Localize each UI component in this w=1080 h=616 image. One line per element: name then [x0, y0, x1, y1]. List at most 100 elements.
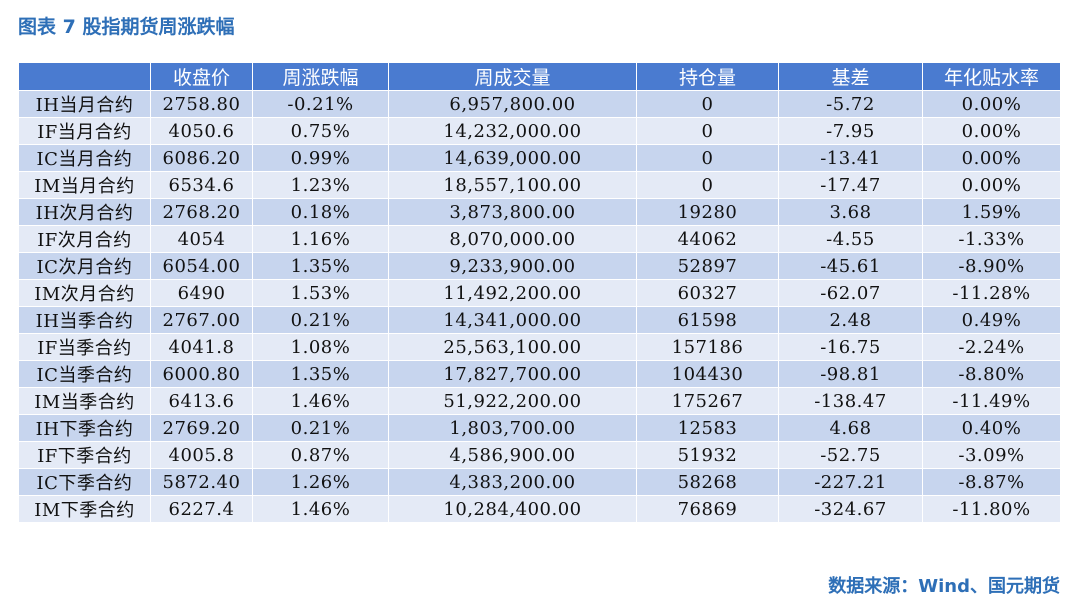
open-interest-cell: 104430 [636, 360, 779, 388]
annualized-discount-cell: -8.87% [922, 468, 1061, 496]
annualized-discount-cell: -11.80% [922, 495, 1061, 523]
weekly-volume-cell: 10,284,400.00 [388, 495, 637, 523]
weekly-change-cell: 1.08% [252, 333, 389, 361]
basis-cell: -62.07 [778, 279, 923, 307]
basis-cell: -7.95 [778, 117, 923, 145]
weekly-volume-cell: 11,492,200.00 [388, 279, 637, 307]
weekly-change-cell: 0.75% [252, 117, 389, 145]
weekly-volume-cell: 14,639,000.00 [388, 144, 637, 172]
table-row: IH下季合约 2769.20 0.21% 1,803,700.00 12583 4.68 0… [18, 414, 1061, 442]
annualized-discount-cell: -3.09% [922, 441, 1061, 469]
basis-cell: -98.81 [778, 360, 923, 388]
header-weekly-change: 周涨跌幅 [252, 62, 389, 91]
table-row: IH次月合约 2768.20 0.18% 3,873,800.00 19280 3.68 1… [18, 198, 1061, 226]
table-row: IC次月合约 6054.00 1.35% 9,233,900.00 52897 -45.6… [18, 252, 1061, 280]
contract-cell: IF次月合约 [18, 225, 151, 253]
contract-cell: IM次月合约 [18, 279, 151, 307]
close-price-cell: 6086.20 [150, 144, 253, 172]
open-interest-cell: 61598 [636, 306, 779, 334]
annualized-discount-cell: -8.90% [922, 252, 1061, 280]
annualized-discount-cell: 0.00% [922, 90, 1061, 118]
table-row: IM当月合约 6534.6 1.23% 18,557,100.00 0 -17.47 0.0… [18, 171, 1061, 199]
table-row: IC下季合约 5872.40 1.26% 4,383,200.00 58268 -227.… [18, 468, 1061, 496]
basis-cell: -13.41 [778, 144, 923, 172]
close-price-cell: 6054.00 [150, 252, 253, 280]
weekly-volume-cell: 4,586,900.00 [388, 441, 637, 469]
annualized-discount-cell: -8.80% [922, 360, 1061, 388]
annualized-discount-cell: -2.24% [922, 333, 1061, 361]
open-interest-cell: 12583 [636, 414, 779, 442]
close-price-cell: 6534.6 [150, 171, 253, 199]
contract-cell: IH次月合约 [18, 198, 151, 226]
annualized-discount-cell: 0.00% [922, 171, 1061, 199]
weekly-change-cell: 1.46% [252, 495, 389, 523]
basis-cell: 2.48 [778, 306, 923, 334]
weekly-volume-cell: 17,827,700.00 [388, 360, 637, 388]
weekly-change-cell: 1.46% [252, 387, 389, 415]
weekly-change-cell: 0.87% [252, 441, 389, 469]
close-price-cell: 4041.8 [150, 333, 253, 361]
annualized-discount-cell: 1.59% [922, 198, 1061, 226]
annualized-discount-cell: -11.49% [922, 387, 1061, 415]
open-interest-cell: 0 [636, 144, 779, 172]
weekly-change-cell: 0.21% [252, 414, 389, 442]
weekly-volume-cell: 14,232,000.00 [388, 117, 637, 145]
open-interest-cell: 157186 [636, 333, 779, 361]
weekly-volume-cell: 25,563,100.00 [388, 333, 637, 361]
table-row: IC当季合约 6000.80 1.35% 17,827,700.00 104430 -98… [18, 360, 1061, 388]
weekly-change-cell: 1.35% [252, 252, 389, 280]
contract-cell: IC当月合约 [18, 144, 151, 172]
weekly-change-cell: 1.23% [252, 171, 389, 199]
weekly-change-cell: 1.26% [252, 468, 389, 496]
basis-cell: -17.47 [778, 171, 923, 199]
futures-table: 收盘价 周涨跌幅 周成交量 持仓量 基差 年化贴水率 IH当月合约 2758.80… [18, 62, 1061, 523]
basis-cell: -45.61 [778, 252, 923, 280]
contract-cell: IF当月合约 [18, 117, 151, 145]
open-interest-cell: 44062 [636, 225, 779, 253]
table-row: IF当月合约 4050.6 0.75% 14,232,000.00 0 -7.95 0.00… [18, 117, 1061, 145]
close-price-cell: 4005.8 [150, 441, 253, 469]
header-weekly-volume: 周成交量 [388, 62, 637, 91]
contract-cell: IC当季合约 [18, 360, 151, 388]
contract-cell: IH当月合约 [18, 90, 151, 118]
close-price-cell: 6000.80 [150, 360, 253, 388]
weekly-change-cell: -0.21% [252, 90, 389, 118]
table-row: IM次月合约 6490 1.53% 11,492,200.00 60327 -62.07-… [18, 279, 1061, 307]
close-price-cell: 6227.4 [150, 495, 253, 523]
annualized-discount-cell: 0.49% [922, 306, 1061, 334]
close-price-cell: 6413.6 [150, 387, 253, 415]
open-interest-cell: 76869 [636, 495, 779, 523]
basis-cell: -52.75 [778, 441, 923, 469]
weekly-volume-cell: 9,233,900.00 [388, 252, 637, 280]
contract-cell: IC次月合约 [18, 252, 151, 280]
annualized-discount-cell: -1.33% [922, 225, 1061, 253]
weekly-change-cell: 1.16% [252, 225, 389, 253]
contract-cell: IM当月合约 [18, 171, 151, 199]
basis-cell: -138.47 [778, 387, 923, 415]
header-contract [18, 62, 151, 91]
open-interest-cell: 52897 [636, 252, 779, 280]
close-price-cell: 2768.20 [150, 198, 253, 226]
contract-cell: IM下季合约 [18, 495, 151, 523]
open-interest-cell: 58268 [636, 468, 779, 496]
weekly-volume-cell: 18,557,100.00 [388, 171, 637, 199]
basis-cell: -227.21 [778, 468, 923, 496]
contract-cell: IF下季合约 [18, 441, 151, 469]
weekly-volume-cell: 4,383,200.00 [388, 468, 637, 496]
basis-cell: -16.75 [778, 333, 923, 361]
figure-title: 图表 7 股指期货周涨跌幅 [18, 16, 235, 38]
open-interest-cell: 175267 [636, 387, 779, 415]
annualized-discount-cell: -11.28% [922, 279, 1061, 307]
open-interest-cell: 0 [636, 171, 779, 199]
header-basis: 基差 [778, 62, 923, 91]
basis-cell: -324.67 [778, 495, 923, 523]
close-price-cell: 4054 [150, 225, 253, 253]
table-row: IF下季合约 4005.8 0.87% 4,586,900.00 51932 -52.75… [18, 441, 1061, 469]
basis-cell: -4.55 [778, 225, 923, 253]
weekly-volume-cell: 1,803,700.00 [388, 414, 637, 442]
contract-cell: IF当季合约 [18, 333, 151, 361]
contract-cell: IH下季合约 [18, 414, 151, 442]
close-price-cell: 5872.40 [150, 468, 253, 496]
source-note: 数据来源：Wind、国元期货 [828, 576, 1060, 597]
weekly-volume-cell: 3,873,800.00 [388, 198, 637, 226]
